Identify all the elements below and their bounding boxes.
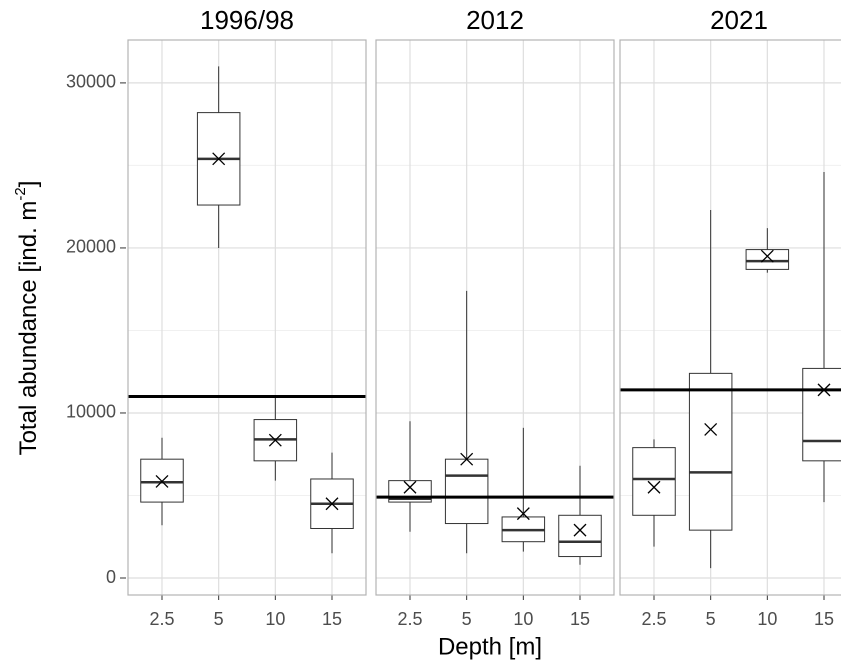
x-tick-label: 5 — [214, 609, 224, 629]
x-tick-label: 5 — [462, 609, 472, 629]
mean-stroke — [647, 480, 661, 494]
box — [558, 514, 602, 558]
box — [745, 249, 790, 270]
x-tick-label: 10 — [513, 609, 533, 629]
x-tick-label: 10 — [757, 609, 777, 629]
panel-border — [127, 39, 367, 596]
x-tick-label: 10 — [265, 609, 285, 629]
mean-marker — [760, 249, 774, 263]
mean-marker — [647, 480, 661, 494]
mean-stroke — [325, 497, 339, 511]
y-label-suffix: ] — [15, 181, 42, 188]
x-tick-label: 15 — [570, 609, 590, 629]
panel-border — [375, 39, 615, 596]
mean-stroke — [516, 507, 530, 521]
mean-marker — [460, 452, 474, 466]
y-label-superscript: -2 — [12, 187, 29, 200]
mean-stroke — [268, 433, 282, 447]
x-tick-label: 15 — [322, 609, 342, 629]
mean-stroke — [704, 423, 718, 436]
y-label-text: Total abundance [ind. m — [15, 201, 42, 456]
y-axis-label: Total abundance [ind. m-2] — [12, 181, 42, 456]
mean-marker — [268, 433, 282, 447]
mean-stroke — [760, 249, 774, 263]
mean-stroke — [573, 523, 587, 537]
panel-title: 2021 — [710, 5, 768, 35]
mean-marker — [325, 497, 339, 511]
mean-stroke — [212, 152, 226, 166]
box — [444, 458, 489, 525]
mean-stroke — [403, 480, 417, 494]
x-tick-label: 2.5 — [397, 609, 422, 629]
x-axis-label: Depth [m] — [438, 633, 542, 660]
box — [632, 447, 676, 516]
mean-marker — [573, 523, 587, 537]
y-tick-label: 0 — [106, 567, 116, 587]
panel-title: 2012 — [466, 5, 524, 35]
mean-marker — [212, 152, 226, 166]
panel-title: 1996/98 — [200, 5, 294, 35]
mean-stroke — [460, 452, 474, 466]
y-tick-label: 30000 — [66, 72, 116, 92]
box — [688, 372, 733, 531]
y-tick-label: 10000 — [66, 402, 116, 422]
mean-stroke — [155, 474, 169, 488]
x-tick-label: 2.5 — [149, 609, 174, 629]
panel-border — [619, 39, 841, 596]
mean-marker — [403, 480, 417, 494]
x-tick-label: 15 — [814, 609, 834, 629]
mean-marker — [704, 423, 718, 436]
mean-marker — [155, 474, 169, 488]
box — [802, 367, 841, 462]
x-tick-label: 5 — [706, 609, 716, 629]
y-tick-label: 20000 — [66, 237, 116, 257]
mean-marker — [516, 507, 530, 521]
x-tick-label: 2.5 — [641, 609, 666, 629]
